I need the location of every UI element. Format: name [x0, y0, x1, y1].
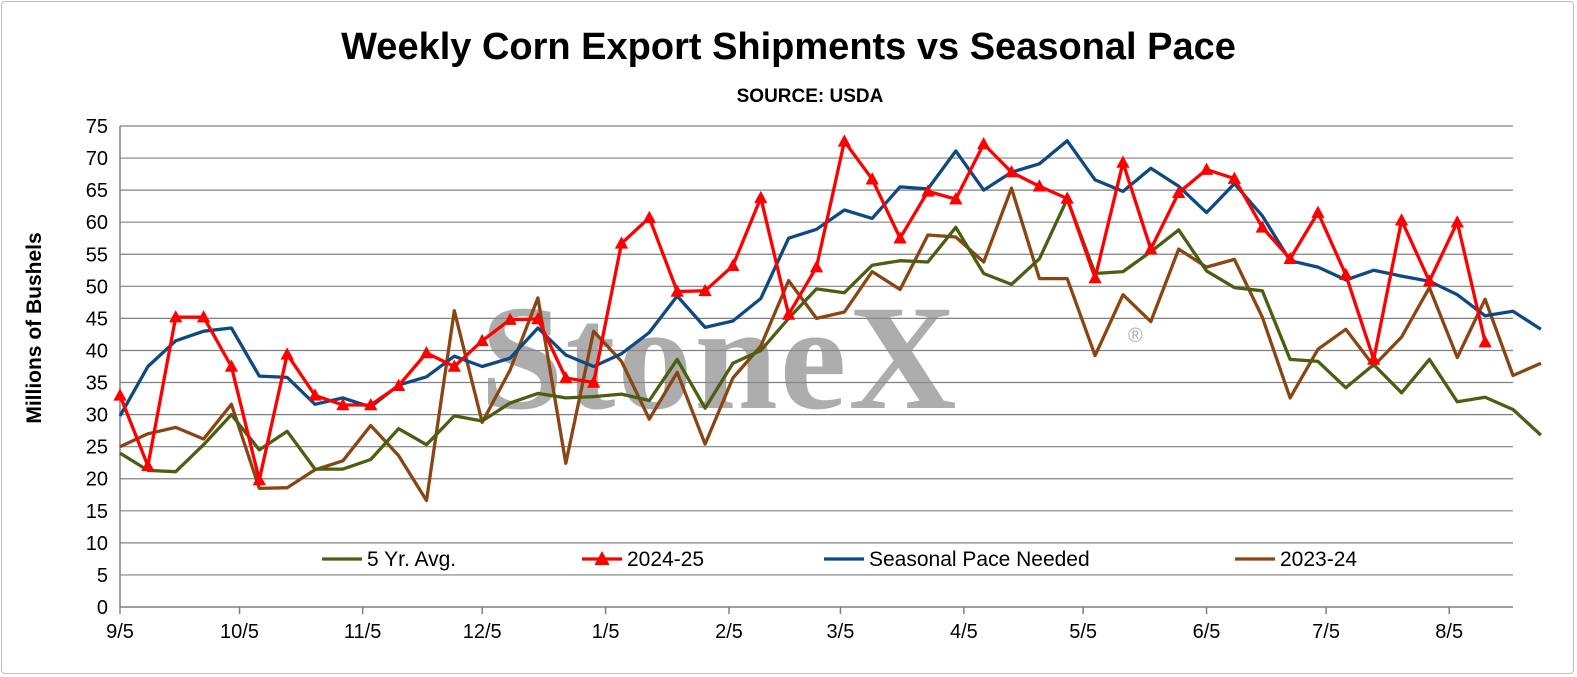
data-point-2024-25: [670, 284, 684, 297]
data-point-2024-25: [1004, 165, 1019, 178]
legend: 5 Yr. Avg. 2024-25 Seasonal Pace Needed 202…: [322, 548, 1357, 571]
data-point-2024-25: [698, 283, 712, 297]
data-point-2024-25: [893, 231, 907, 244]
data-point-2024-25: [224, 359, 239, 372]
chart-title: Weekly Corn Export Shipments vs Seasonal…: [341, 26, 1236, 68]
y-tick-label: 75: [86, 116, 108, 138]
legend-label-2023-24: 2023-24: [1280, 548, 1357, 571]
y-tick-label: 20: [86, 469, 108, 491]
data-point-2024-25: [503, 312, 517, 325]
data-point-2024-25: [1394, 213, 1409, 226]
data-point-2024-25: [113, 388, 127, 401]
x-tick-label: 8/5: [1435, 621, 1463, 643]
data-point-2024-25: [949, 192, 963, 205]
data-point-2024-25: [977, 136, 991, 150]
series-lines: [113, 134, 1543, 503]
data-point-2024-25: [1144, 242, 1158, 255]
data-point-2024-25: [1450, 215, 1464, 228]
chart-subtitle: SOURCE: USDA: [736, 86, 884, 107]
data-point-2024-25: [726, 258, 740, 272]
data-point-2024-25: [1032, 179, 1047, 192]
legend-marker-2024-25: [594, 551, 610, 565]
data-point-2024-25: [1172, 185, 1186, 198]
x-tick-label: 5/5: [1069, 621, 1097, 643]
x-tick-label: 2/5: [715, 621, 743, 643]
data-point-2024-25: [531, 312, 545, 325]
x-tick-label: 4/5: [950, 621, 978, 643]
data-point-2024-25: [865, 172, 879, 185]
x-tick-label: 3/5: [827, 621, 855, 643]
data-point-2024-25: [1283, 251, 1297, 265]
watermark-text: StoneX: [480, 275, 959, 441]
data-point-2024-25: [1227, 171, 1242, 184]
data-point-2024-25: [809, 260, 824, 273]
data-point-2024-25: [781, 307, 796, 320]
series-line-2024-25: [118, 139, 1487, 482]
watermark-registered-mark: ®: [1128, 325, 1143, 347]
x-tick-label: 10/5: [220, 621, 259, 643]
data-point-2024-25: [1060, 191, 1074, 204]
legend-label-2024-25: 2024-25: [627, 548, 704, 571]
data-point-2024-25: [336, 397, 350, 411]
series-line-5-yr-avg: [119, 197, 1543, 474]
y-tick-label: 25: [86, 437, 108, 459]
data-point-2024-25: [1367, 352, 1381, 365]
data-point-2024-25: [1255, 220, 1269, 233]
y-tick-label: 10: [86, 533, 108, 555]
legend-label-seasonal-pace-needed: Seasonal Pace Needed: [869, 548, 1090, 571]
data-point-2024-25: [169, 310, 183, 323]
data-point-2024-25: [614, 236, 629, 249]
data-point-2024-25: [754, 190, 768, 204]
legend-label-5-yr-avg: 5 Yr. Avg.: [367, 548, 456, 571]
data-point-2024-25: [391, 378, 406, 391]
x-tick-label: 12/5: [463, 621, 502, 643]
y-tick-label: 30: [86, 405, 108, 427]
y-tick-label: 55: [86, 244, 108, 266]
y-tick-label: 40: [86, 340, 108, 362]
x-tick-label: 11/5: [344, 621, 381, 643]
data-point-2024-25: [1088, 270, 1102, 284]
y-tick-label: 45: [86, 308, 108, 330]
data-point-2024-25: [419, 346, 434, 359]
data-point-2024-25: [252, 473, 266, 486]
y-tick-label: 65: [86, 180, 108, 202]
x-tick-label: 9/5: [106, 621, 134, 643]
y-tick-label: 60: [86, 212, 108, 234]
data-point-2024-25: [141, 458, 155, 472]
y-tick-label: 5: [97, 565, 108, 587]
data-point-2024-25: [308, 388, 322, 401]
data-point-2024-25: [1478, 335, 1492, 348]
data-point-2024-25: [1422, 274, 1437, 287]
y-tick-label: 15: [86, 501, 108, 523]
data-point-2024-25: [559, 371, 573, 384]
x-tick-label: 1/5: [592, 621, 620, 643]
data-point-2024-25: [475, 333, 489, 347]
data-point-2024-25: [642, 210, 656, 223]
data-point-2024-25: [447, 359, 461, 372]
series-line-seasonal-pace-needed: [118, 139, 1542, 417]
y-tick-label: 0: [97, 597, 108, 619]
data-point-2024-25: [196, 310, 211, 323]
data-point-2024-25: [837, 134, 852, 147]
data-point-2024-25: [1199, 162, 1214, 175]
axes: 0 5 10 15 20 25 30 35 40 45 50 55 60 65 70 75 9/5 10/5 11/…: [86, 116, 1513, 643]
y-tick-label: 35: [86, 373, 108, 395]
x-tick-label: 7/5: [1312, 621, 1340, 643]
data-point-2024-25: [921, 184, 935, 197]
x-tick-label: 6/5: [1193, 621, 1221, 643]
data-point-2024-25: [280, 347, 294, 360]
y-tick-label: 50: [86, 276, 108, 298]
data-point-2024-25: [364, 397, 378, 411]
data-point-2024-25: [1116, 155, 1130, 168]
data-point-2024-25: [1339, 267, 1353, 281]
data-point-2024-25: [586, 375, 601, 388]
series-line-2023-24: [119, 186, 1542, 503]
y-tick-label: 70: [86, 148, 108, 170]
watermark: StoneX ®: [480, 275, 1143, 441]
data-point-2024-25: [1311, 205, 1325, 218]
